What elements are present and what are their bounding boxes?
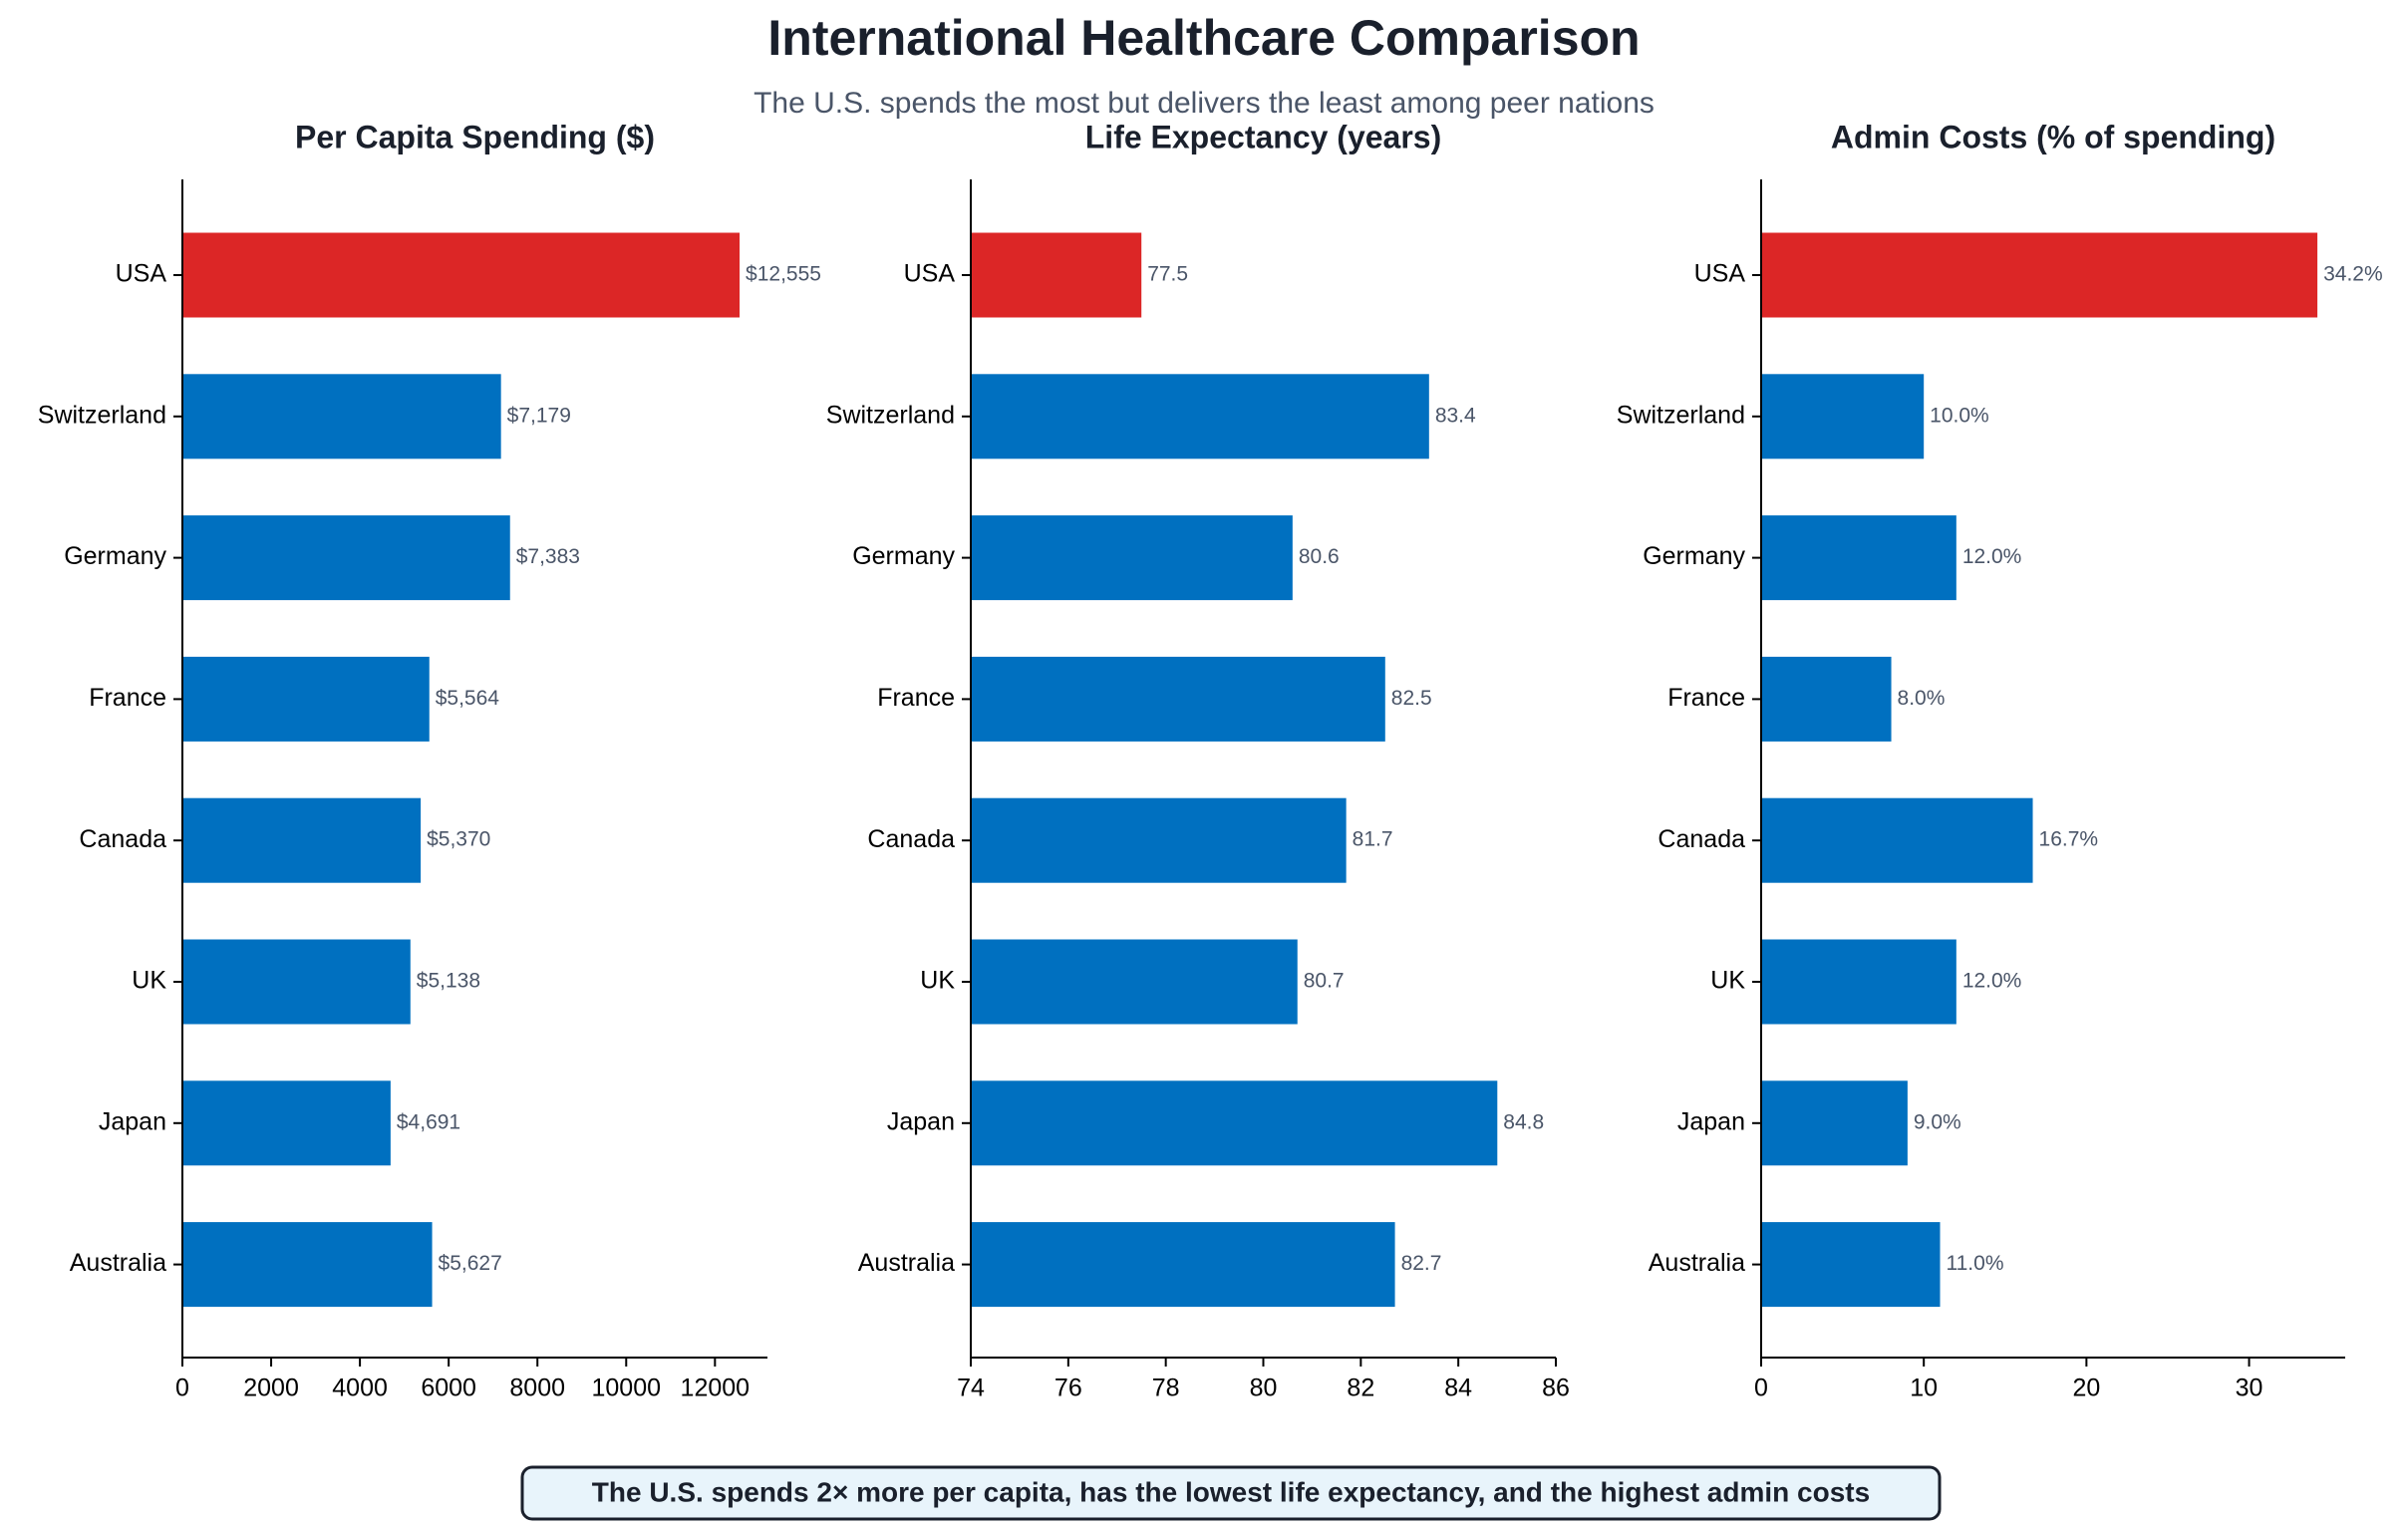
y-tick-label: USA (904, 260, 956, 288)
y-tick-label: Japan (887, 1107, 955, 1135)
y-tick-label: Japan (99, 1107, 166, 1135)
value-label: 81.7 (1353, 828, 1393, 851)
x-tick-label: 4000 (332, 1375, 388, 1402)
x-tick-label: 0 (1754, 1375, 1768, 1402)
value-label: 83.4 (1435, 404, 1476, 427)
bar (1761, 939, 1956, 1025)
note-box (520, 1465, 1942, 1521)
y-tick-label: USA (1694, 260, 1746, 288)
bar (1761, 232, 2318, 318)
y-tick-label: Switzerland (1617, 401, 1745, 429)
x-tick-label: 84 (1444, 1375, 1472, 1402)
bar (1761, 1222, 1941, 1308)
panel-title: Life Expectancy (years) (1085, 119, 1442, 154)
value-label: 82.5 (1391, 687, 1432, 710)
value-label: 80.7 (1304, 970, 1345, 993)
bar (1761, 1080, 1908, 1166)
x-tick-label: 82 (1347, 1375, 1374, 1402)
x-tick-label: 2000 (243, 1375, 299, 1402)
bar (1761, 656, 1892, 742)
x-tick-label: 10 (1910, 1375, 1938, 1402)
y-tick-label: France (877, 684, 955, 712)
value-label: 8.0% (1898, 687, 1946, 710)
panel-title: Per Capita Spending ($) (295, 119, 655, 154)
value-label: 77.5 (1147, 263, 1188, 286)
bar (1761, 515, 1956, 601)
y-tick-label: Canada (867, 825, 955, 853)
bar (971, 232, 1142, 318)
panel-title: Admin Costs (% of spending) (1831, 119, 2275, 154)
value-label: 11.0% (1947, 1252, 2004, 1275)
y-tick-label: USA (116, 260, 167, 288)
bar (971, 797, 1347, 883)
y-tick-label: UK (132, 967, 166, 995)
title: International Healthcare Comparison (767, 10, 1640, 66)
y-tick-label: Switzerland (38, 401, 166, 429)
x-tick-label: 74 (957, 1375, 985, 1402)
x-tick-label: 10000 (592, 1375, 662, 1402)
bar (182, 515, 510, 601)
bar (182, 374, 501, 459)
bar (971, 939, 1298, 1025)
bar (971, 515, 1293, 601)
x-tick-label: 76 (1054, 1375, 1082, 1402)
y-tick-label: Canada (1657, 825, 1745, 853)
y-tick-label: UK (920, 967, 955, 995)
value-label: $5,370 (427, 828, 490, 851)
y-tick-label: Germany (1643, 542, 1745, 570)
value-label: 9.0% (1914, 1110, 1961, 1133)
value-label: 82.7 (1401, 1252, 1442, 1275)
x-tick-label: 0 (175, 1375, 189, 1402)
bar (182, 1080, 391, 1166)
bar (182, 232, 741, 318)
y-tick-label: Japan (1677, 1107, 1745, 1135)
footer-note: The U.S. spends 2× more per capita, has … (592, 1476, 1870, 1507)
y-tick-label: France (1667, 684, 1745, 712)
value-label: $5,564 (436, 687, 500, 710)
x-tick-label: 12000 (681, 1375, 751, 1402)
x-tick-label: 8000 (509, 1375, 565, 1402)
value-label: 84.8 (1503, 1110, 1544, 1133)
bar (1761, 374, 1925, 459)
value-label: $7,383 (516, 545, 580, 568)
value-label: 16.7% (2039, 828, 2099, 851)
y-tick-label: UK (1710, 967, 1745, 995)
bar (182, 797, 422, 883)
value-label: 12.0% (1962, 970, 2022, 993)
x-tick-label: 6000 (421, 1375, 476, 1402)
value-label: 12.0% (1962, 545, 2022, 568)
y-tick-label: Germany (852, 542, 955, 570)
subtitle: The U.S. spends the most but delivers th… (753, 87, 1655, 120)
value-label: $5,138 (417, 970, 480, 993)
x-tick-label: 86 (1542, 1375, 1570, 1402)
y-tick-label: Switzerland (826, 401, 955, 429)
value-label: $7,179 (507, 404, 571, 427)
bar (182, 939, 411, 1025)
y-tick-label: Australia (70, 1249, 166, 1277)
value-label: 80.6 (1299, 545, 1340, 568)
value-label: 34.2% (2323, 263, 2383, 286)
bar (971, 374, 1429, 459)
x-tick-label: 78 (1152, 1375, 1180, 1402)
y-tick-label: Australia (858, 1249, 955, 1277)
bar (182, 656, 430, 742)
x-tick-label: 30 (2236, 1375, 2263, 1402)
x-tick-label: 20 (2072, 1375, 2100, 1402)
bar (1761, 797, 2033, 883)
value-label: $12,555 (746, 263, 821, 286)
bar (182, 1222, 433, 1308)
bar (971, 1222, 1395, 1308)
x-tick-label: 80 (1250, 1375, 1278, 1402)
bar (971, 1080, 1498, 1166)
y-tick-label: France (89, 684, 166, 712)
y-tick-label: Canada (79, 825, 166, 853)
bar (971, 656, 1385, 742)
y-tick-label: Germany (64, 542, 166, 570)
value-label: $5,627 (439, 1252, 502, 1275)
value-label: $4,691 (397, 1110, 460, 1133)
y-tick-label: Australia (1649, 1249, 1745, 1277)
value-label: 10.0% (1930, 404, 1989, 427)
